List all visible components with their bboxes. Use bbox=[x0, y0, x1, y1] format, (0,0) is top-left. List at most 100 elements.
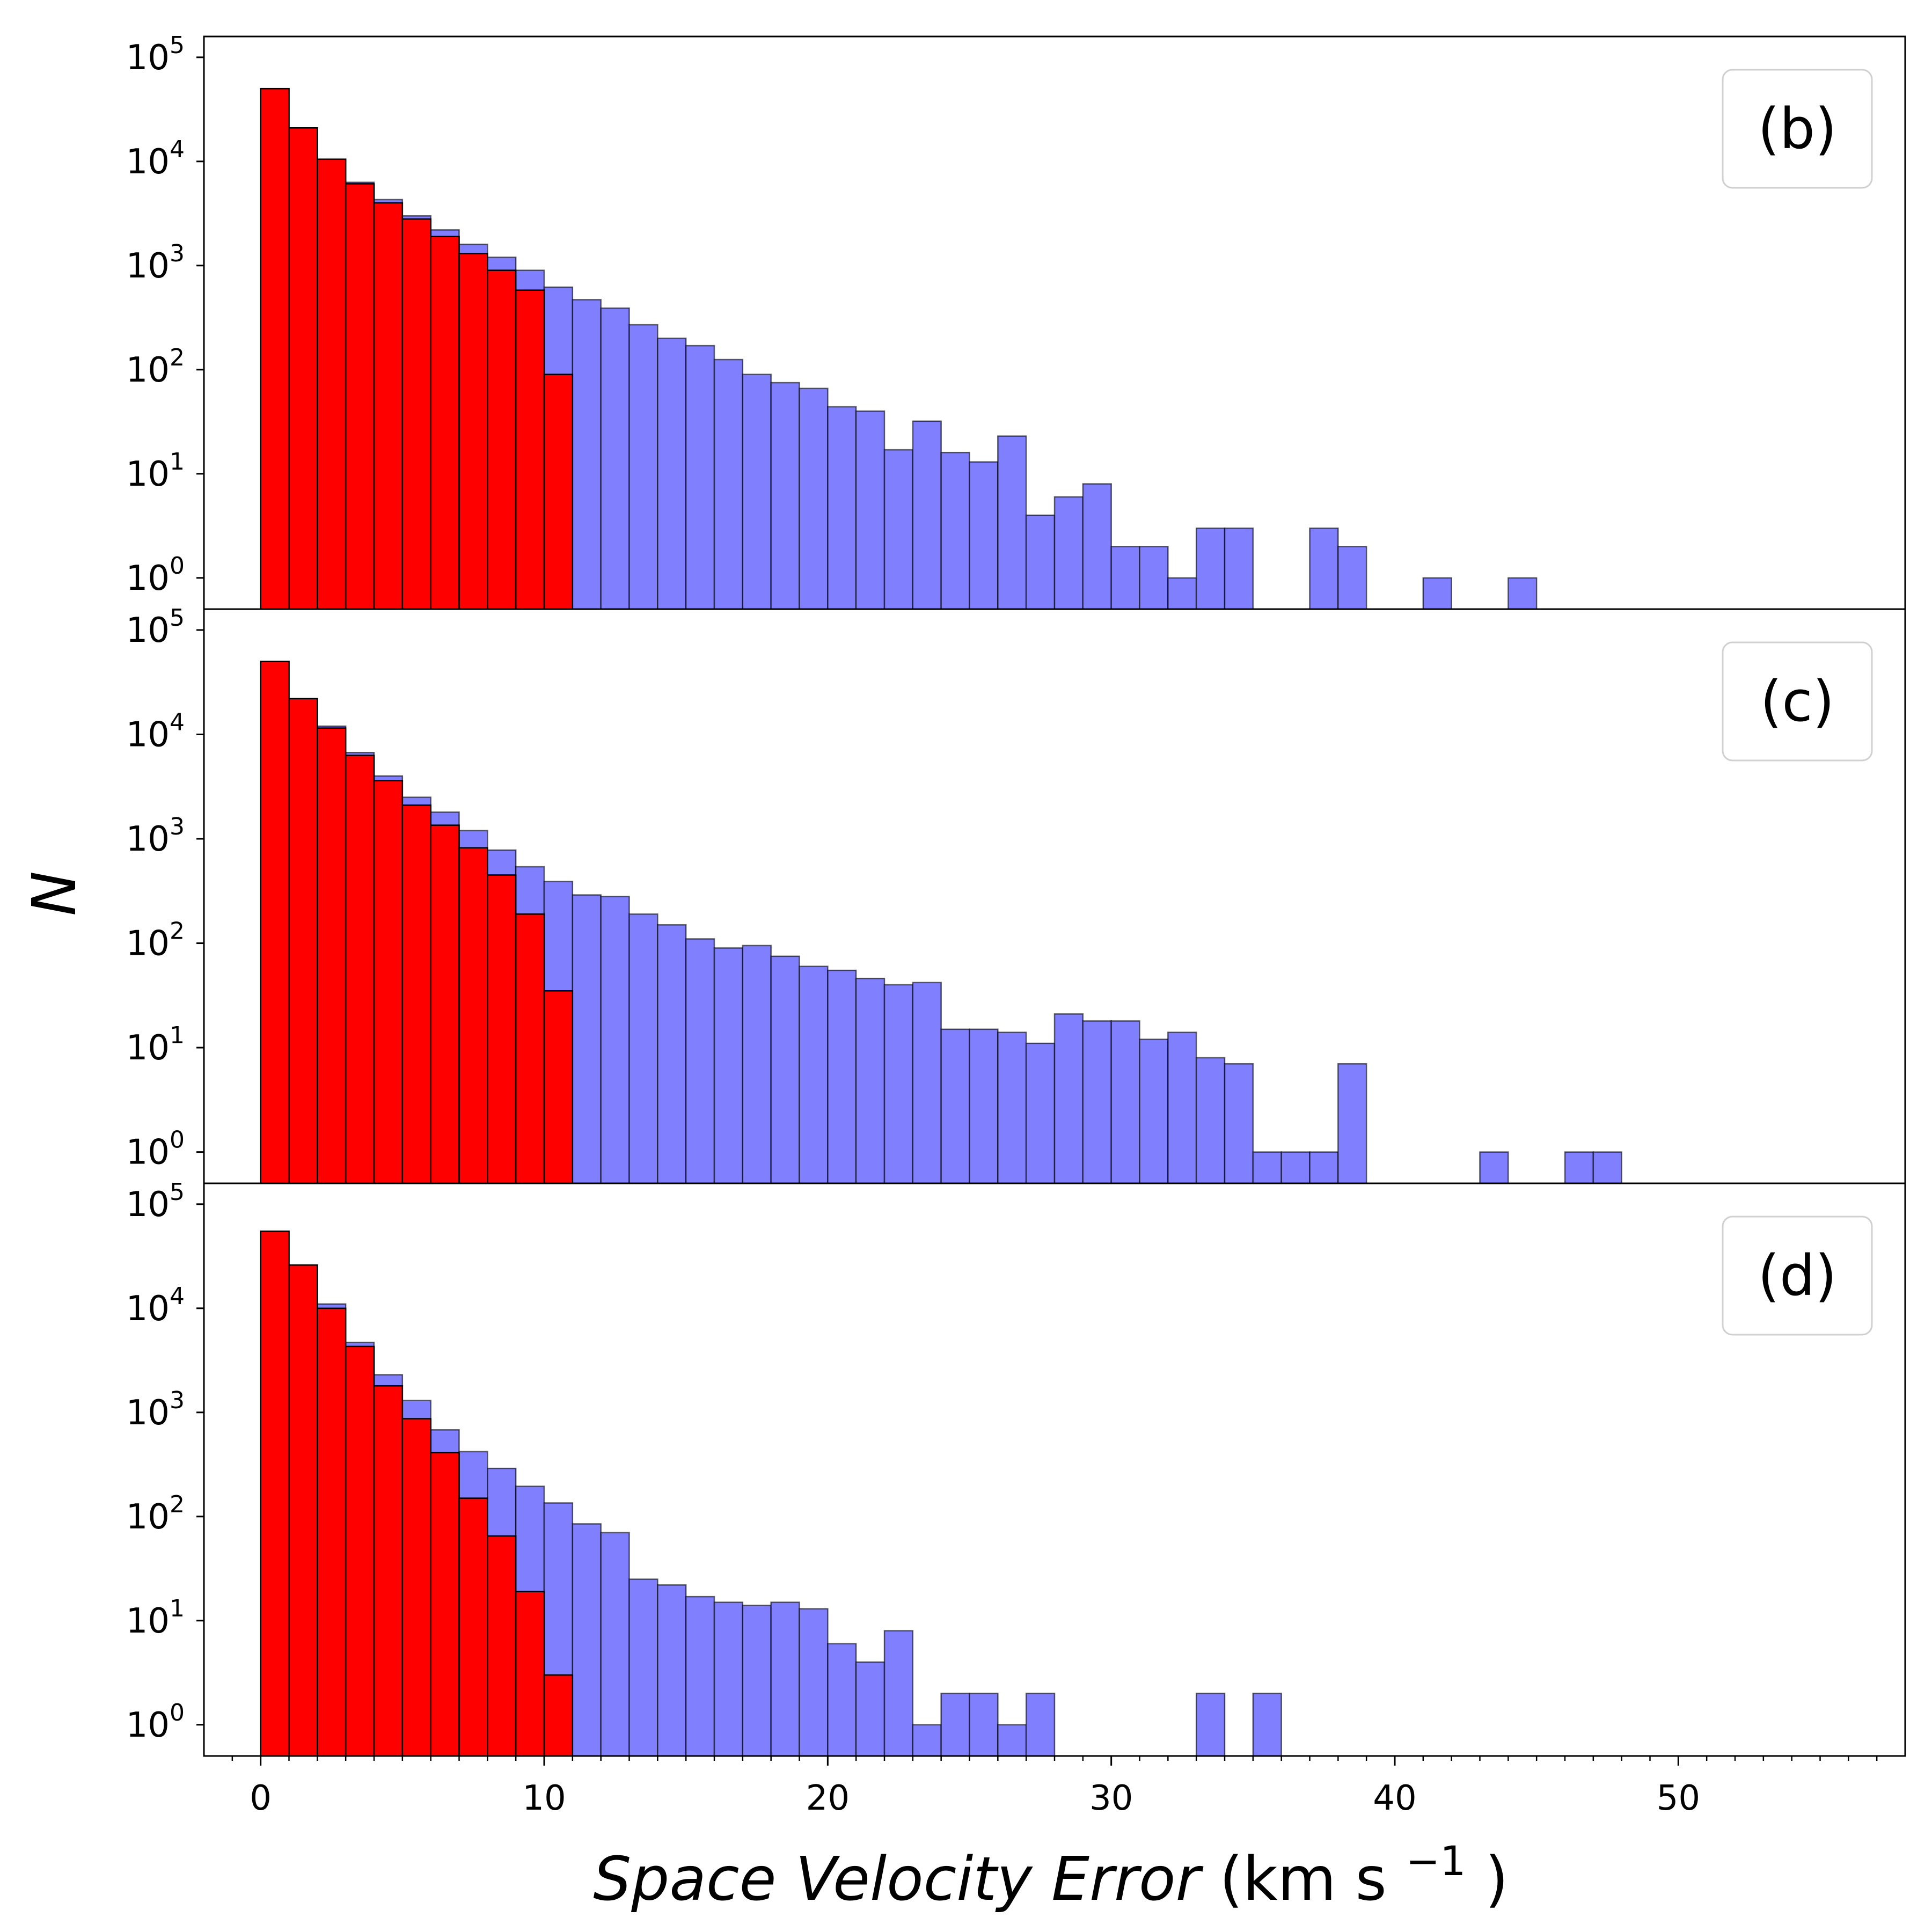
blue-bar bbox=[572, 894, 602, 1184]
blue-bar bbox=[628, 324, 658, 610]
blue-bar bbox=[1592, 1151, 1622, 1184]
blue-bar bbox=[883, 984, 914, 1184]
blue-bar bbox=[940, 1693, 970, 1757]
y-tick-label: 103 bbox=[126, 813, 185, 859]
x-tick-label: 50 bbox=[1657, 1779, 1700, 1818]
y-tick-base: 10 bbox=[126, 1393, 170, 1433]
red-bar bbox=[345, 1345, 375, 1757]
blue-bar bbox=[969, 461, 999, 610]
blue-bar bbox=[742, 1605, 772, 1757]
blue-bar bbox=[1082, 1020, 1112, 1184]
y-tick-base: 10 bbox=[126, 1133, 170, 1173]
x-tick-label: 30 bbox=[1089, 1779, 1133, 1818]
y-axis-title: N bbox=[20, 871, 90, 916]
red-bar bbox=[260, 1230, 290, 1757]
blue-bar bbox=[742, 374, 772, 610]
blue-bar bbox=[855, 977, 885, 1184]
y-tick-exponent: 1 bbox=[170, 1595, 185, 1622]
red-bar bbox=[430, 236, 460, 610]
blue-bar bbox=[827, 406, 857, 610]
blue-bar bbox=[912, 1724, 942, 1757]
panel-label: (c) bbox=[1760, 669, 1834, 734]
blue-bar bbox=[770, 382, 800, 610]
blue-bar bbox=[657, 338, 687, 610]
blue-bar bbox=[1309, 1151, 1339, 1184]
y-tick-label: 105 bbox=[126, 32, 185, 78]
blue-bar bbox=[713, 1601, 744, 1757]
blue-bar bbox=[657, 1584, 687, 1757]
red-bar bbox=[543, 1674, 574, 1757]
y-tick-exponent: 1 bbox=[170, 1022, 185, 1049]
blue-bar bbox=[572, 1523, 602, 1757]
red-bar bbox=[345, 755, 375, 1184]
red-bar bbox=[345, 183, 375, 610]
blue-bar bbox=[940, 1028, 970, 1184]
x-axis-title-unit: (km s bbox=[1219, 1845, 1387, 1914]
blue-bar bbox=[827, 1643, 857, 1757]
y-tick-exponent: 2 bbox=[170, 1491, 185, 1518]
y-tick-exponent: 3 bbox=[170, 240, 185, 267]
blue-bar bbox=[1252, 1693, 1282, 1757]
red-bar bbox=[458, 1497, 488, 1757]
red-bar bbox=[458, 847, 488, 1184]
y-tick-exponent: 3 bbox=[170, 813, 185, 840]
y-tick-label: 101 bbox=[126, 448, 185, 494]
y-tick-exponent: 4 bbox=[170, 708, 185, 736]
y-tick-base: 10 bbox=[126, 142, 170, 182]
blue-bar bbox=[600, 1532, 630, 1757]
blue-bar bbox=[1025, 1693, 1056, 1757]
panels: 100101102103104105(b)100101102103104105(… bbox=[126, 32, 1906, 1757]
y-tick-label: 104 bbox=[126, 136, 185, 182]
y-tick-base: 10 bbox=[126, 611, 170, 650]
y-tick-exponent: 4 bbox=[170, 136, 185, 163]
x-axis-title: Space Velocity Error (km s −1 ) bbox=[593, 1820, 1509, 1914]
panel-label: (b) bbox=[1758, 96, 1836, 162]
y-tick-label: 103 bbox=[126, 1387, 185, 1433]
y-tick-base: 10 bbox=[126, 1028, 170, 1068]
blue-bar bbox=[1252, 1151, 1282, 1184]
red-bar bbox=[317, 1307, 347, 1757]
blue-bar bbox=[1195, 527, 1226, 610]
blue-bar bbox=[1110, 546, 1140, 610]
y-tick-base: 10 bbox=[126, 1497, 170, 1537]
x-axis-title-main: Space Velocity Error bbox=[593, 1845, 1203, 1914]
red-bar bbox=[487, 269, 517, 610]
blue-bar bbox=[799, 387, 829, 610]
blue-bar bbox=[713, 358, 744, 610]
blue-bar bbox=[1507, 577, 1538, 610]
y-tick-exponent: 5 bbox=[170, 604, 185, 632]
y-tick-base: 10 bbox=[126, 715, 170, 755]
red-bar bbox=[458, 253, 488, 610]
blue-bar bbox=[1337, 546, 1367, 610]
red-bar bbox=[543, 374, 574, 610]
panel-label: (d) bbox=[1758, 1243, 1836, 1308]
red-bar bbox=[373, 1385, 404, 1757]
blue-bar bbox=[1224, 1063, 1254, 1184]
blue-bar bbox=[883, 1630, 914, 1757]
red-bar bbox=[288, 1264, 318, 1757]
blue-bar bbox=[685, 1596, 715, 1757]
blue-bar bbox=[1082, 483, 1112, 610]
blue-bar bbox=[1025, 1042, 1056, 1184]
blue-bar bbox=[1195, 1693, 1226, 1757]
y-tick-label: 100 bbox=[126, 552, 185, 598]
blue-bar bbox=[1564, 1151, 1594, 1184]
y-tick-label: 105 bbox=[126, 604, 185, 650]
red-bar bbox=[373, 202, 404, 610]
y-tick-exponent: 2 bbox=[170, 344, 185, 371]
y-tick-label: 105 bbox=[126, 1179, 185, 1225]
y-tick-exponent: 3 bbox=[170, 1387, 185, 1414]
y-tick-label: 104 bbox=[126, 1283, 185, 1329]
y-tick-base: 10 bbox=[126, 1289, 170, 1329]
red-bar bbox=[430, 1452, 460, 1757]
red-bar bbox=[487, 874, 517, 1184]
red-bar bbox=[317, 727, 347, 1184]
red-bar bbox=[515, 289, 545, 610]
red-bar bbox=[260, 87, 290, 610]
blue-bar bbox=[628, 913, 658, 1184]
blue-bar bbox=[600, 896, 630, 1184]
x-tick-label: 20 bbox=[806, 1779, 850, 1818]
y-tick-exponent: 5 bbox=[170, 32, 185, 59]
